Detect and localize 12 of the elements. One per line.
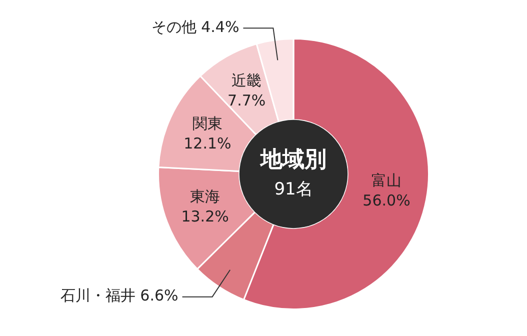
data-label: 13.2% xyxy=(181,208,229,226)
slice-label: 東海 xyxy=(190,188,220,206)
slice-label: 富山 xyxy=(372,172,402,190)
data-label: 12.1% xyxy=(184,134,232,152)
data-label: 7.7% xyxy=(228,92,266,110)
text: 地域別 xyxy=(260,148,326,173)
slice-label: 近畿 xyxy=(232,72,262,90)
slice-label: その他 4.4% xyxy=(151,18,240,36)
text: 91名 xyxy=(274,179,313,200)
slice-label: 関東 xyxy=(192,114,222,132)
slice-label: 石川・福井 6.6% xyxy=(60,286,178,305)
data-label: 56.0% xyxy=(362,192,410,210)
